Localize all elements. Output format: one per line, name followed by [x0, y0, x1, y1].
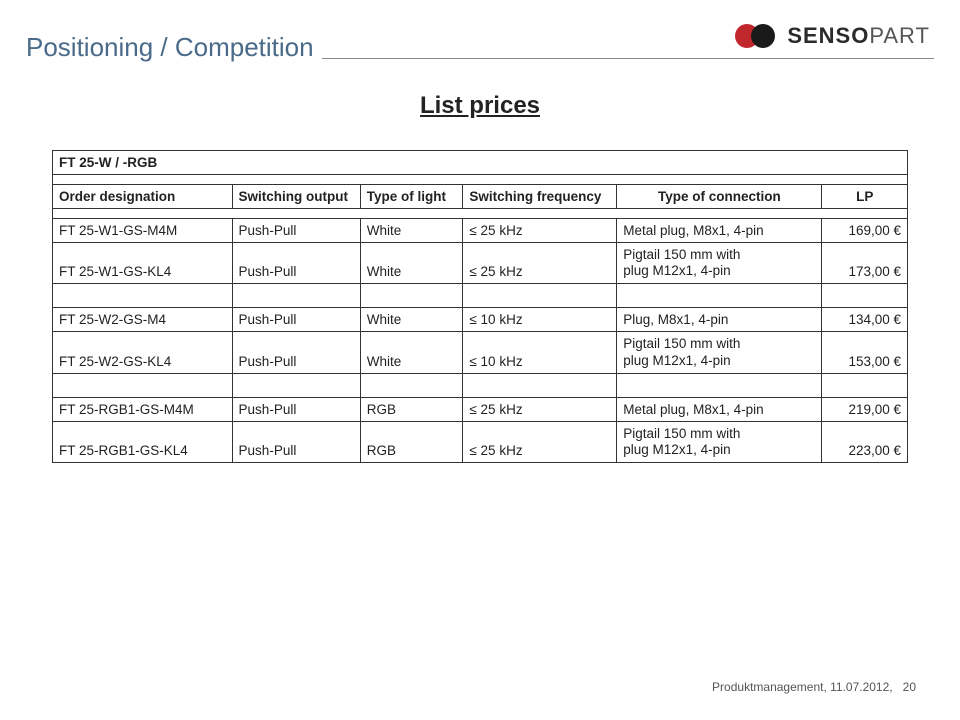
list-price: 173,00 € [822, 243, 908, 284]
group-title: FT 25-W / -RGB [53, 151, 908, 175]
price-table-container: FT 25-W / -RGBOrder designationSwitching… [52, 150, 908, 463]
list-price: 223,00 € [822, 421, 908, 462]
table-row: FT 25-W2-GS-M4Push-PullWhite≤ 10 kHzPlug… [53, 308, 908, 332]
col-c0: Order designation [53, 185, 233, 209]
col-c5: LP [822, 185, 908, 209]
table-row: FT 25-RGB1-GS-KL4Push-PullRGB≤ 25 kHzPig… [53, 421, 908, 462]
col-c4: Type of connection [617, 185, 822, 209]
list-price: 134,00 € [822, 308, 908, 332]
page-title: Positioning / Competition [26, 32, 322, 63]
order-designation: FT 25-RGB1-GS-M4M [53, 397, 233, 421]
col-c1: Switching output [232, 185, 360, 209]
logo-text: SENSOPART [787, 23, 930, 49]
order-designation: FT 25-W2-GS-KL4 [53, 332, 233, 373]
logo-circles-icon [735, 22, 779, 50]
order-designation: FT 25-RGB1-GS-KL4 [53, 421, 233, 462]
table-row: FT 25-W2-GS-KL4Push-PullWhite≤ 10 kHzPig… [53, 332, 908, 373]
logo-text-light: PART [869, 23, 930, 48]
group-title-row: FT 25-W / -RGB [53, 151, 908, 175]
order-designation: FT 25-W2-GS-M4 [53, 308, 233, 332]
spacer-row [53, 373, 908, 397]
table-row: FT 25-W1-GS-KL4Push-PullWhite≤ 25 kHzPig… [53, 243, 908, 284]
footer: Produktmanagement, 11.07.2012, 20 [712, 680, 916, 694]
table-header-row: Order designationSwitching outputType of… [53, 185, 908, 209]
brand-logo: SENSOPART [727, 22, 930, 50]
price-table: FT 25-W / -RGBOrder designationSwitching… [52, 150, 908, 463]
list-price: 153,00 € [822, 332, 908, 373]
col-c3: Switching frequency [463, 185, 617, 209]
table-row: FT 25-RGB1-GS-M4MPush-PullRGB≤ 25 kHzMet… [53, 397, 908, 421]
footer-text: Produktmanagement, 11.07.2012, [712, 680, 893, 694]
table-row: FT 25-W1-GS-M4MPush-PullWhite≤ 25 kHzMet… [53, 219, 908, 243]
list-price: 219,00 € [822, 397, 908, 421]
col-c2: Type of light [360, 185, 463, 209]
logo-text-bold: SENSO [787, 23, 869, 48]
order-designation: FT 25-W1-GS-KL4 [53, 243, 233, 284]
spacer-row [53, 284, 908, 308]
footer-page-num: 20 [903, 680, 916, 694]
subtitle: List prices [0, 92, 960, 120]
order-designation: FT 25-W1-GS-M4M [53, 219, 233, 243]
list-price: 169,00 € [822, 219, 908, 243]
